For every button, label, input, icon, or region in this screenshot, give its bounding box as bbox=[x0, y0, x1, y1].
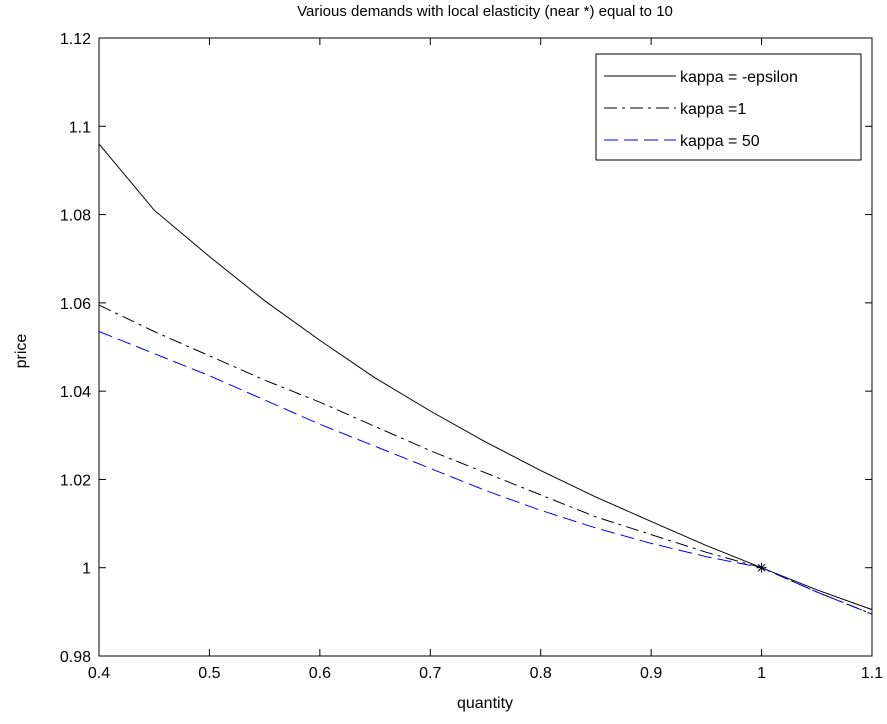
x-tick-label-2: 0.6 bbox=[309, 665, 331, 682]
y-tick-label-0: 0.98 bbox=[60, 649, 91, 666]
series-line-0 bbox=[98, 143, 873, 611]
x-tick-label-7: 1.1 bbox=[861, 665, 883, 682]
y-tick-label-1: 1 bbox=[82, 561, 91, 578]
x-tick-label-5: 0.9 bbox=[640, 665, 662, 682]
series-line-2 bbox=[98, 331, 873, 615]
y-tick-label-5: 1.08 bbox=[60, 208, 91, 225]
star-marker-d2 bbox=[757, 563, 766, 572]
legend-box bbox=[595, 53, 862, 161]
x-tick-label-6: 1 bbox=[757, 665, 766, 682]
y-tick-label-2: 1.02 bbox=[60, 472, 91, 489]
x-tick-label-1: 0.5 bbox=[198, 665, 220, 682]
x-tick-label-3: 0.7 bbox=[419, 665, 441, 682]
x-tick-label-0: 0.4 bbox=[88, 665, 110, 682]
x-axis-label: quantity bbox=[457, 695, 513, 712]
y-tick-label-4: 1.06 bbox=[60, 296, 91, 313]
legend-label-2: kappa = 50 bbox=[680, 133, 760, 150]
y-tick-label-7: 1.12 bbox=[60, 31, 91, 48]
y-tick-label-6: 1.1 bbox=[69, 119, 91, 136]
legend-label-0: kappa = -epsilon bbox=[680, 69, 798, 86]
legend-label-1: kappa =1 bbox=[680, 101, 746, 118]
chart-title: Various demands with local elasticity (n… bbox=[297, 3, 673, 20]
y-tick-label-3: 1.04 bbox=[60, 384, 91, 401]
y-axis-label: price bbox=[13, 334, 30, 369]
star-marker bbox=[756, 562, 767, 573]
x-tick-label-4: 0.8 bbox=[530, 665, 552, 682]
series-line-1 bbox=[98, 304, 873, 615]
